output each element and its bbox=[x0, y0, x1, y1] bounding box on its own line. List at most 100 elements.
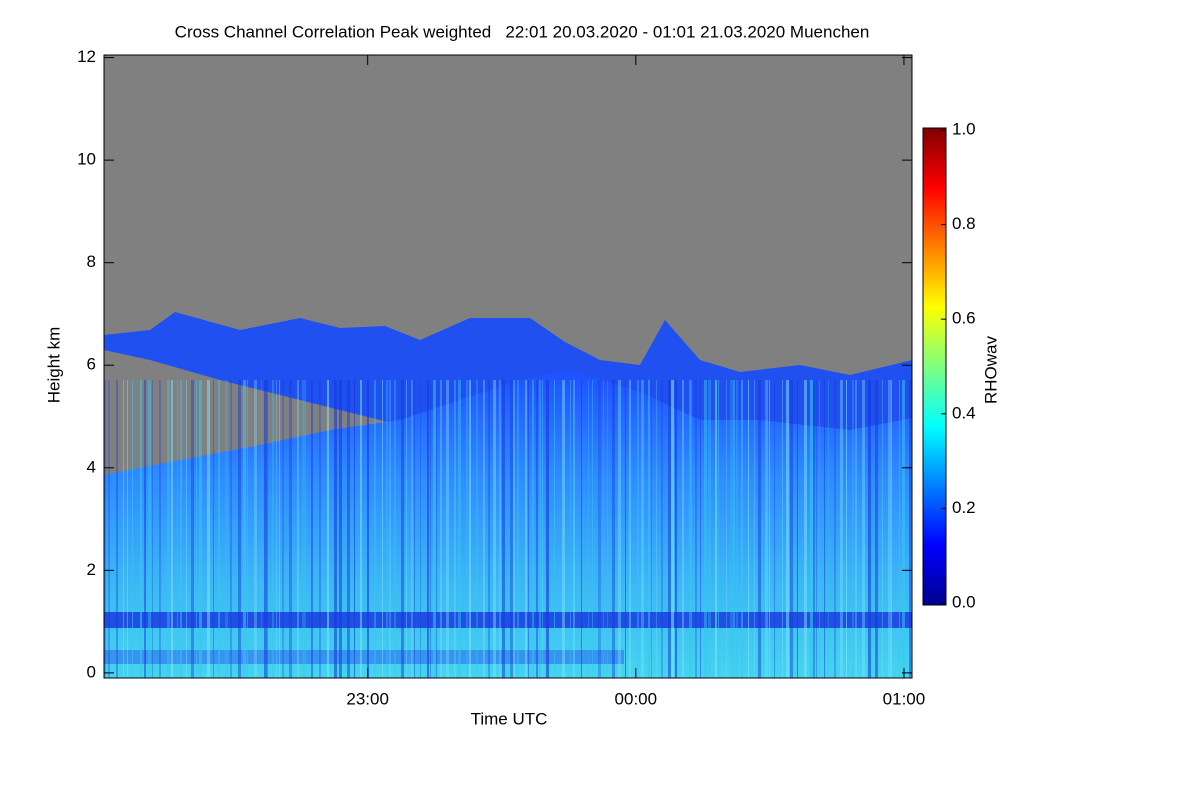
y-tick-label: 2 bbox=[87, 560, 96, 579]
heatmap-streak bbox=[339, 380, 342, 678]
heatmap-streak bbox=[420, 380, 421, 678]
heatmap-streak bbox=[196, 380, 197, 678]
heatmap-streak bbox=[159, 380, 161, 678]
heatmap-streak bbox=[218, 380, 220, 678]
heatmap-streak bbox=[588, 380, 589, 678]
heatmap-streak bbox=[868, 380, 871, 678]
heatmap-streak bbox=[797, 380, 798, 678]
dark-band bbox=[104, 612, 912, 628]
heatmap-streak bbox=[510, 380, 513, 678]
heatmap-streak bbox=[458, 380, 461, 678]
heatmap-streak bbox=[466, 380, 468, 678]
colorbar-tick-label: 0.8 bbox=[952, 214, 976, 233]
heatmap-streak bbox=[726, 380, 727, 678]
heatmap-streak bbox=[539, 380, 541, 678]
heatmap-streak bbox=[180, 380, 182, 678]
heatmap-streak bbox=[671, 380, 674, 678]
heatmap-streak bbox=[414, 380, 415, 678]
heatmap-streak bbox=[648, 380, 650, 678]
colorbar-tick-label: 0.0 bbox=[952, 592, 976, 611]
heatmap-streak bbox=[225, 380, 228, 678]
heatmap-streak bbox=[748, 380, 749, 678]
heatmap-streak bbox=[243, 380, 246, 678]
heatmap-streak bbox=[562, 380, 565, 678]
heatmap-streak bbox=[483, 380, 485, 678]
heatmap-streak bbox=[862, 380, 865, 678]
heatmap-streak bbox=[104, 380, 106, 678]
cloud-body bbox=[104, 370, 912, 678]
heatmap-streak bbox=[354, 380, 355, 678]
heatmap-streak bbox=[846, 380, 847, 678]
y-tick-label: 6 bbox=[87, 355, 96, 374]
heatmap-streak bbox=[454, 380, 456, 678]
heatmap-streak bbox=[367, 380, 369, 678]
y-tick-label: 0 bbox=[87, 662, 96, 681]
heatmap-streak bbox=[191, 380, 194, 678]
heatmap-streak bbox=[261, 380, 262, 678]
heatmap-streak bbox=[469, 380, 471, 678]
heatmap-streak bbox=[804, 380, 807, 678]
y-tick-label: 4 bbox=[87, 457, 96, 476]
heatmap-streak bbox=[852, 380, 854, 678]
heatmap-streak bbox=[682, 380, 684, 678]
heatmap-streak bbox=[401, 380, 404, 678]
heatmap-streak bbox=[909, 380, 911, 678]
y-tick-label: 10 bbox=[77, 150, 96, 169]
heatmap-streak bbox=[272, 380, 274, 678]
heatmap-streak bbox=[488, 380, 490, 678]
heatmap-streak bbox=[517, 380, 519, 678]
heatmap-streak bbox=[427, 380, 429, 678]
heatmap-streak bbox=[656, 380, 657, 678]
heatmap-streak bbox=[199, 380, 202, 678]
heatmap-streak bbox=[132, 380, 133, 678]
heatmap-streak bbox=[347, 380, 350, 678]
heatmap-streak bbox=[411, 380, 413, 678]
heatmap-streak bbox=[816, 380, 817, 678]
heatmap-streak bbox=[637, 380, 639, 678]
heatmap-streak bbox=[736, 380, 738, 678]
heatmap-streak bbox=[875, 380, 878, 678]
heatmap-streak bbox=[289, 380, 292, 678]
colorbar-label: RHOwav bbox=[981, 335, 1000, 404]
heatmap-streak bbox=[389, 380, 391, 678]
heatmap-streak bbox=[668, 380, 671, 678]
heatmap-streak bbox=[598, 380, 601, 678]
heatmap-streak bbox=[532, 380, 534, 678]
heatmap-streak bbox=[171, 380, 173, 678]
heatmap-streak bbox=[305, 380, 306, 678]
heatmap-streak bbox=[230, 380, 232, 678]
heatmap-streak bbox=[824, 380, 825, 678]
heatmap-streak bbox=[167, 380, 170, 678]
heatmap-streak bbox=[476, 380, 478, 678]
heatmap-streak bbox=[704, 380, 707, 678]
heatmap-streak bbox=[282, 380, 284, 678]
heatmap-streak bbox=[186, 380, 187, 678]
colorbar-tick-label: 0.4 bbox=[952, 403, 976, 422]
heatmap-streak bbox=[733, 380, 735, 678]
x-tick-label: 01:00 bbox=[883, 689, 926, 708]
heatmap-streak bbox=[603, 380, 604, 678]
heatmap-streak bbox=[708, 380, 711, 678]
heatmap-streak bbox=[828, 380, 829, 678]
heatmap-streak bbox=[546, 380, 549, 678]
heatmap-streak bbox=[513, 380, 515, 678]
heatmap-streak bbox=[758, 380, 761, 678]
heatmap-streak bbox=[374, 380, 376, 678]
heatmap-streak bbox=[891, 380, 892, 678]
heatmap-streak bbox=[592, 380, 593, 678]
heatmap-streak bbox=[440, 380, 442, 678]
heatmap-streak bbox=[386, 380, 388, 678]
dark-band bbox=[104, 650, 624, 664]
heatmap-streak bbox=[276, 380, 277, 678]
heatmap-streak bbox=[790, 380, 793, 678]
heatmap-streak bbox=[152, 380, 153, 678]
heatmap-streak bbox=[782, 380, 783, 678]
heatmap-streak bbox=[493, 380, 496, 678]
heatmap-streak bbox=[581, 380, 582, 678]
heatmap bbox=[104, 55, 912, 678]
heatmap-streak bbox=[528, 380, 529, 678]
heatmap-streak bbox=[279, 380, 280, 678]
heatmap-streak bbox=[899, 380, 900, 678]
y-tick-label: 12 bbox=[77, 47, 96, 66]
heatmap-streak bbox=[430, 380, 431, 678]
